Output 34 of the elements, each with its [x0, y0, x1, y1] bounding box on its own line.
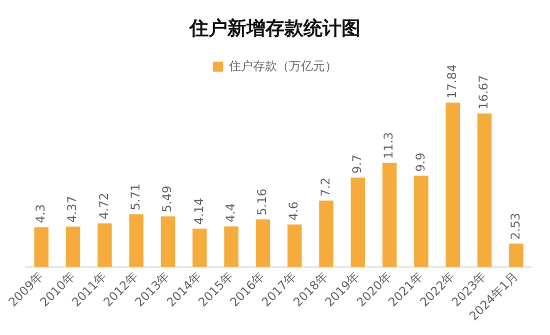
data-label: 9.7 [350, 154, 364, 174]
bar [160, 216, 176, 267]
data-label: 7.2 [318, 178, 332, 197]
bar [350, 178, 366, 267]
bar [319, 200, 334, 267]
data-label: 4.6 [286, 201, 301, 221]
data-label: 5.16 [255, 188, 270, 216]
data-label: 5.71 [128, 184, 142, 210]
data-label: 17.84 [444, 64, 459, 99]
data-label: 4.14 [192, 198, 206, 225]
data-label: 9.9 [413, 152, 428, 172]
data-label: 4.72 [96, 192, 111, 220]
data-label: 5.49 [160, 186, 174, 212]
bar [446, 102, 460, 267]
chart-title: 住户新增存款统计图 [188, 17, 360, 40]
data-label: 4.3 [34, 204, 48, 224]
bar [287, 224, 302, 267]
bar [477, 113, 492, 267]
legend-label: 住户存款（万亿元） [228, 58, 337, 73]
data-label: 16.67 [476, 75, 491, 110]
bar [66, 226, 80, 267]
bar [98, 223, 112, 267]
bar [34, 227, 49, 267]
bar [192, 228, 207, 267]
data-label: 11.3 [382, 132, 396, 159]
bar [382, 162, 397, 267]
bar [129, 214, 144, 267]
bar [256, 219, 270, 267]
bar [414, 176, 428, 267]
bar [224, 226, 238, 267]
data-label: 4.4 [223, 203, 238, 222]
bar [509, 244, 524, 267]
data-label: 4.37 [65, 196, 80, 223]
data-label: 2.53 [508, 212, 522, 240]
